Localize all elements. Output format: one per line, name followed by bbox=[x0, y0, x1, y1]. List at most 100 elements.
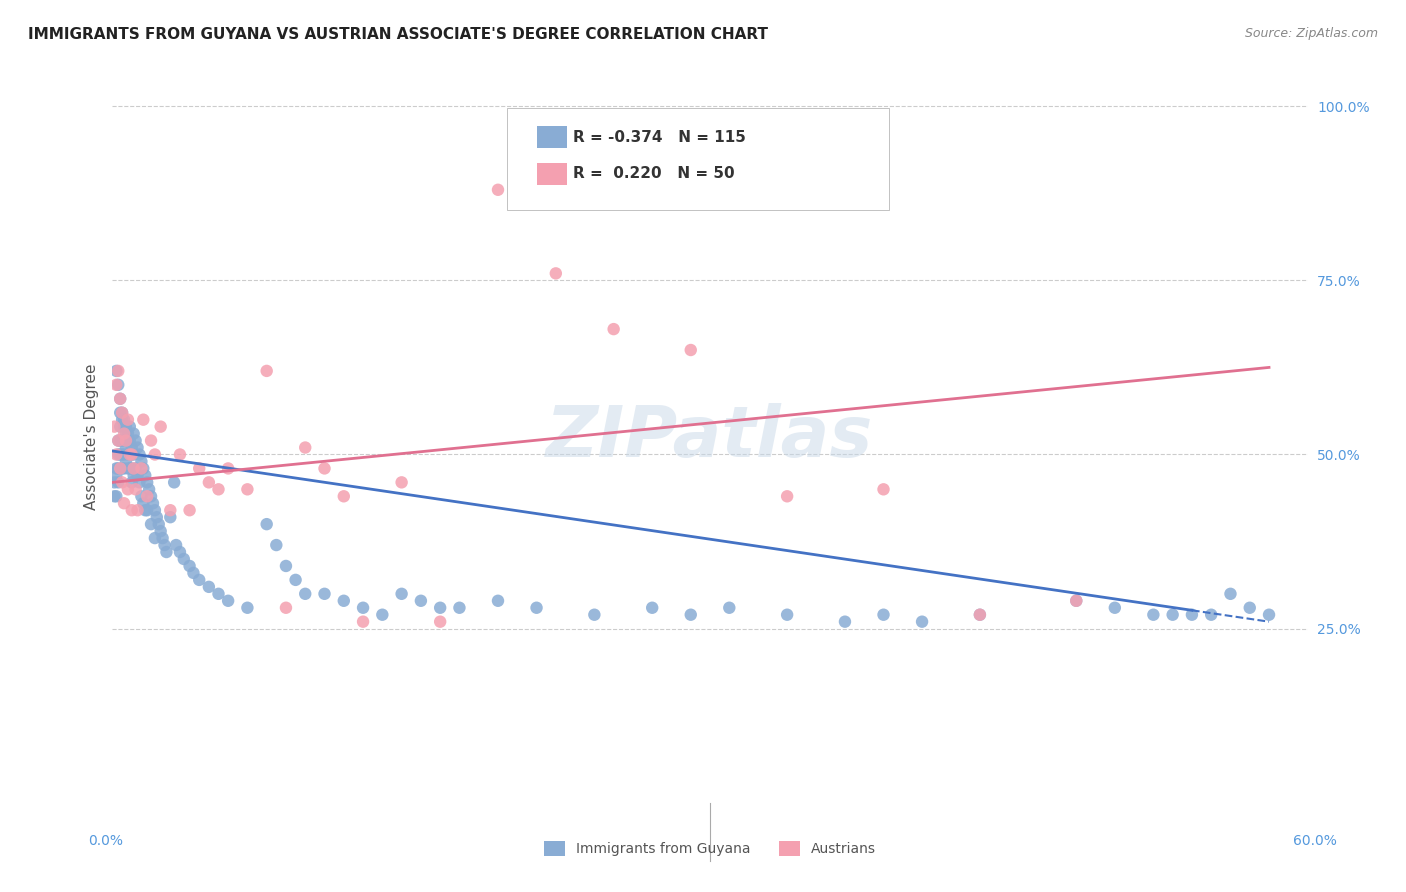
Point bbox=[526, 600, 548, 615]
Point bbox=[352, 600, 374, 615]
Point bbox=[105, 468, 128, 483]
Point bbox=[333, 489, 356, 503]
Point bbox=[583, 607, 606, 622]
Point bbox=[486, 183, 509, 197]
Point bbox=[108, 434, 131, 448]
Point bbox=[153, 538, 176, 552]
Point bbox=[111, 412, 134, 426]
Point bbox=[132, 496, 155, 510]
Point bbox=[718, 600, 741, 615]
Point bbox=[544, 266, 567, 280]
Point bbox=[121, 475, 143, 490]
Point bbox=[124, 461, 146, 475]
Point bbox=[179, 503, 201, 517]
Point bbox=[124, 483, 146, 497]
Legend: Immigrants from Guyana, Austrians: Immigrants from Guyana, Austrians bbox=[538, 836, 882, 862]
Point bbox=[139, 517, 162, 532]
Point bbox=[105, 448, 128, 462]
Point bbox=[188, 573, 211, 587]
Point bbox=[969, 607, 991, 622]
Point bbox=[143, 531, 166, 545]
Point bbox=[132, 461, 155, 475]
Point bbox=[148, 517, 170, 532]
Point bbox=[115, 426, 138, 441]
Point bbox=[118, 419, 141, 434]
Point bbox=[103, 475, 125, 490]
Point bbox=[121, 448, 143, 462]
Point bbox=[274, 600, 297, 615]
Point bbox=[391, 587, 413, 601]
Point bbox=[142, 496, 165, 510]
Point bbox=[266, 538, 288, 552]
Point bbox=[776, 489, 799, 503]
Point bbox=[111, 406, 134, 420]
Point bbox=[391, 475, 413, 490]
Point bbox=[872, 607, 894, 622]
Point bbox=[198, 475, 221, 490]
Point bbox=[169, 448, 191, 462]
Point bbox=[149, 419, 172, 434]
Point bbox=[105, 364, 128, 378]
Point bbox=[111, 406, 134, 420]
Point bbox=[138, 483, 160, 497]
Point bbox=[1239, 600, 1261, 615]
Point bbox=[1199, 607, 1222, 622]
Point bbox=[127, 441, 149, 455]
Point bbox=[236, 600, 259, 615]
Point bbox=[105, 377, 128, 392]
Point bbox=[111, 461, 134, 475]
FancyBboxPatch shape bbox=[508, 108, 890, 211]
Point bbox=[111, 448, 134, 462]
Point bbox=[115, 454, 138, 468]
Point bbox=[107, 475, 129, 490]
Point bbox=[169, 545, 191, 559]
FancyBboxPatch shape bbox=[537, 163, 567, 185]
Point bbox=[105, 461, 128, 475]
Point bbox=[121, 441, 143, 455]
Point bbox=[117, 434, 139, 448]
Point bbox=[122, 461, 145, 475]
Point bbox=[149, 524, 172, 538]
Point bbox=[134, 468, 156, 483]
Point bbox=[969, 607, 991, 622]
Point bbox=[163, 475, 186, 490]
Point bbox=[103, 419, 125, 434]
Point bbox=[371, 607, 394, 622]
Point bbox=[486, 594, 509, 608]
Point bbox=[352, 615, 374, 629]
Point bbox=[128, 448, 150, 462]
Point bbox=[121, 461, 143, 475]
Point bbox=[107, 377, 129, 392]
Point bbox=[112, 419, 135, 434]
Point bbox=[111, 475, 134, 490]
Point bbox=[127, 468, 149, 483]
Point bbox=[602, 322, 624, 336]
Point bbox=[198, 580, 221, 594]
Point bbox=[115, 441, 138, 455]
Point bbox=[136, 475, 159, 490]
Point bbox=[117, 448, 139, 462]
Text: 60.0%: 60.0% bbox=[1292, 834, 1337, 848]
Point bbox=[108, 392, 131, 406]
Point bbox=[108, 406, 131, 420]
Point bbox=[236, 483, 259, 497]
Point bbox=[112, 434, 135, 448]
Point bbox=[165, 538, 187, 552]
Point bbox=[128, 475, 150, 490]
Point bbox=[179, 558, 201, 573]
Point bbox=[117, 426, 139, 441]
Point bbox=[146, 510, 169, 524]
Point bbox=[1104, 600, 1126, 615]
Point bbox=[143, 448, 166, 462]
Point bbox=[118, 461, 141, 475]
Point bbox=[284, 573, 307, 587]
Point bbox=[107, 364, 129, 378]
Point bbox=[641, 600, 664, 615]
Point bbox=[139, 434, 162, 448]
Point bbox=[118, 448, 141, 462]
Point bbox=[188, 461, 211, 475]
Point bbox=[107, 434, 129, 448]
Point bbox=[159, 503, 181, 517]
Point bbox=[333, 594, 356, 608]
Point bbox=[207, 483, 229, 497]
